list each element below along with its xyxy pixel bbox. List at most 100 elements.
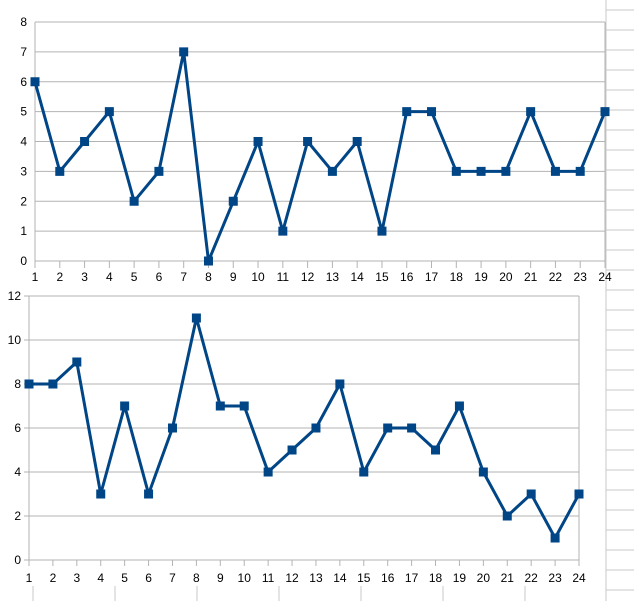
x-tick-label: 24 — [572, 571, 586, 585]
y-tick-label: 4 — [14, 465, 21, 479]
data-point[interactable] — [431, 445, 441, 455]
y-tick-label: 6 — [20, 75, 27, 89]
data-point[interactable] — [526, 107, 536, 117]
data-point[interactable] — [179, 47, 189, 57]
data-point[interactable] — [48, 379, 58, 389]
x-tick-label: 2 — [50, 571, 57, 585]
x-tick-label: 3 — [81, 270, 88, 284]
x-tick-label: 20 — [499, 270, 513, 284]
series-line[interactable] — [33, 50, 607, 263]
x-tick-label: 10 — [238, 571, 252, 585]
y-tick-label: 0 — [20, 254, 27, 268]
data-point[interactable] — [191, 313, 201, 323]
data-point[interactable] — [574, 489, 584, 499]
x-tick-label: 12 — [285, 571, 299, 585]
x-tick-label: 4 — [97, 571, 104, 585]
data-point[interactable] — [359, 467, 369, 477]
data-point[interactable] — [407, 423, 417, 433]
data-point[interactable] — [550, 166, 560, 176]
data-point[interactable] — [24, 379, 34, 389]
y-tick-label: 7 — [20, 45, 27, 59]
x-tick-label: 21 — [524, 270, 538, 284]
data-point[interactable] — [278, 226, 288, 236]
x-tick-label: 13 — [309, 571, 323, 585]
x-tick-label: 13 — [326, 270, 340, 284]
data-point[interactable] — [154, 166, 164, 176]
data-point[interactable] — [253, 137, 263, 146]
data-point[interactable] — [239, 401, 249, 411]
data-point[interactable] — [476, 166, 486, 176]
data-point[interactable] — [144, 489, 154, 499]
data-point[interactable] — [104, 107, 114, 117]
data-point[interactable] — [377, 226, 387, 236]
data-point[interactable] — [203, 256, 213, 266]
data-point[interactable] — [30, 77, 40, 87]
x-tick-label: 7 — [169, 571, 176, 585]
x-tick-label: 24 — [598, 270, 612, 284]
data-point[interactable] — [129, 196, 139, 206]
data-point[interactable] — [451, 166, 461, 176]
x-tick-label: 1 — [26, 571, 33, 585]
x-tick-label: 5 — [121, 571, 128, 585]
x-tick-label: 19 — [474, 270, 488, 284]
x-tick-label: 2 — [56, 270, 63, 284]
y-tick-label: 10 — [8, 333, 22, 347]
x-tick-label: 17 — [425, 270, 439, 284]
x-tick-label: 10 — [251, 270, 265, 284]
x-tick-label: 9 — [217, 571, 224, 585]
data-point[interactable] — [526, 489, 536, 499]
data-point[interactable] — [402, 107, 412, 117]
x-tick-label: 8 — [205, 270, 212, 284]
data-point[interactable] — [311, 423, 321, 433]
data-point[interactable] — [550, 533, 560, 543]
data-point[interactable] — [72, 357, 82, 367]
data-point[interactable] — [303, 137, 313, 146]
x-tick-label: 5 — [131, 270, 138, 284]
data-point[interactable] — [55, 166, 65, 176]
x-tick-label: 16 — [400, 270, 414, 284]
x-tick-label: 9 — [230, 270, 237, 284]
data-point[interactable] — [215, 401, 225, 411]
data-point[interactable] — [383, 423, 393, 433]
x-tick-label: 23 — [548, 571, 562, 585]
x-tick-label: 22 — [524, 571, 538, 585]
data-point[interactable] — [427, 107, 437, 117]
x-tick-label: 23 — [574, 270, 588, 284]
x-tick-label: 15 — [375, 270, 389, 284]
data-point[interactable] — [167, 423, 177, 433]
x-tick-label: 17 — [405, 571, 419, 585]
data-point[interactable] — [575, 166, 585, 176]
y-tick-label: 1 — [20, 224, 27, 238]
series-line[interactable] — [29, 316, 581, 540]
data-point[interactable] — [454, 401, 464, 411]
data-point[interactable] — [228, 196, 238, 206]
x-tick-label: 22 — [549, 270, 563, 284]
data-point[interactable] — [327, 166, 337, 176]
data-point[interactable] — [600, 107, 610, 117]
data-point[interactable] — [80, 137, 90, 146]
x-tick-label: 18 — [429, 571, 443, 585]
y-tick-label: 8 — [20, 15, 27, 29]
data-point[interactable] — [501, 166, 511, 176]
data-point[interactable] — [335, 379, 345, 389]
x-tick-label: 15 — [357, 571, 371, 585]
x-tick-label: 18 — [450, 270, 464, 284]
data-point[interactable] — [287, 445, 297, 455]
data-point[interactable] — [502, 511, 512, 521]
y-tick-label: 3 — [20, 164, 27, 178]
x-tick-label: 11 — [277, 270, 290, 284]
data-point[interactable] — [352, 137, 362, 146]
x-tick-label: 8 — [193, 571, 200, 585]
data-point[interactable] — [478, 467, 488, 477]
data-point[interactable] — [96, 489, 106, 499]
data-point[interactable] — [120, 401, 130, 411]
x-tick-label: 1 — [32, 270, 39, 284]
x-tick-label: 6 — [145, 571, 152, 585]
data-point[interactable] — [263, 467, 273, 477]
y-tick-label: 12 — [8, 289, 22, 303]
sheet-gridlines — [32, 0, 634, 601]
y-tick-label: 0 — [14, 553, 21, 567]
